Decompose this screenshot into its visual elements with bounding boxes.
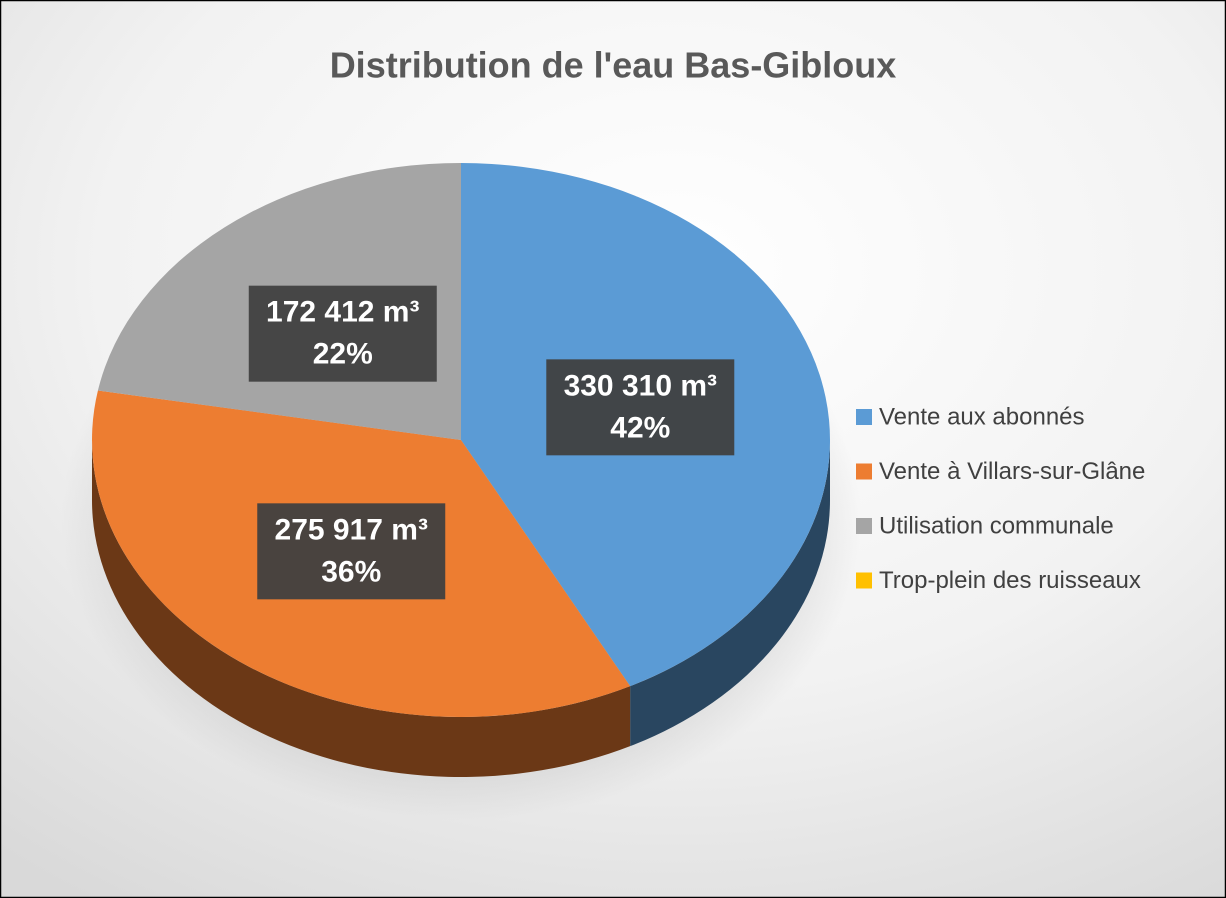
slice-side bbox=[630, 440, 830, 747]
legend-swatch bbox=[856, 409, 872, 425]
percent-label: 36% bbox=[321, 555, 381, 588]
slice-side bbox=[92, 440, 631, 777]
legend-swatch bbox=[856, 572, 872, 589]
chart-title: Distribution de l'eau Bas-Gibloux bbox=[330, 45, 897, 86]
legend-swatch bbox=[856, 518, 872, 534]
value-label: 172 412 m³ bbox=[266, 296, 419, 329]
label-box bbox=[248, 285, 437, 382]
percent-label: 22% bbox=[313, 338, 373, 371]
value-label: 330 310 m³ bbox=[564, 369, 717, 402]
label-box bbox=[546, 359, 735, 456]
legend-label: Vente à Villars-sur-Glâne bbox=[879, 458, 1145, 485]
legend-label: Utilisation communale bbox=[879, 512, 1114, 539]
percent-label: 42% bbox=[610, 411, 670, 444]
label-box bbox=[257, 503, 446, 600]
legend-label: Trop-plein des ruisseaux bbox=[879, 567, 1141, 594]
legend-swatch bbox=[856, 463, 872, 480]
value-label: 275 917 m³ bbox=[275, 513, 428, 546]
legend-label: Vente aux abonnés bbox=[879, 403, 1085, 430]
